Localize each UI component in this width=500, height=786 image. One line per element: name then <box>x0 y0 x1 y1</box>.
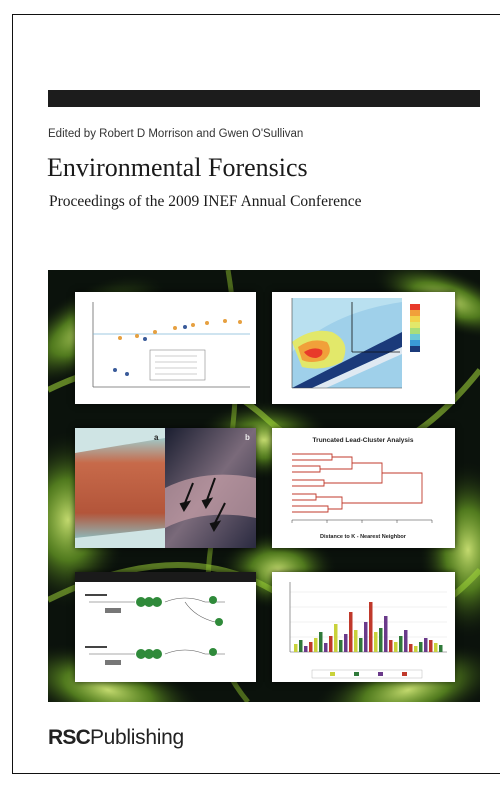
decorative-bar <box>419 642 423 652</box>
editors-line: Edited by Robert D Morrison and Gwen O'S… <box>48 128 304 140</box>
microscopy-photo: a b <box>75 428 256 548</box>
contour-map-panel <box>272 292 455 404</box>
book-title: Environmental Forensics <box>47 153 308 182</box>
decorative-bar <box>339 640 343 652</box>
scatter-plot-panel <box>75 292 256 404</box>
decorative-bar <box>384 616 388 652</box>
decorative-bar <box>299 640 303 652</box>
publisher-logo: RSCPublishing <box>48 726 184 750</box>
decorative-bar <box>364 622 368 652</box>
microscopy-photo-panel: a b <box>75 428 256 548</box>
dendrogram-panel: Truncated Lead-Cluster Analysis Distance… <box>272 428 455 548</box>
decorative-bar <box>439 645 443 652</box>
decorative-bar <box>349 612 353 652</box>
decorative-bar <box>344 634 348 652</box>
bar-chart-figure <box>289 582 447 679</box>
decorative-bar <box>379 628 383 652</box>
decorative-bar <box>294 644 298 652</box>
decorative-bar <box>424 638 428 652</box>
decorative-bar <box>319 632 323 652</box>
publisher-rsc: RSC <box>48 726 91 749</box>
photo-label-a: a <box>154 433 159 442</box>
cover-artwork: a b Truncated Lead-Cluster Analysis <box>48 270 480 702</box>
decorative-bar <box>409 644 413 652</box>
contour-map-figure <box>272 292 455 404</box>
decorative-bar <box>374 632 378 652</box>
decorative-bar <box>389 640 393 652</box>
decorative-bar <box>334 624 338 652</box>
decorative-bar <box>354 630 358 652</box>
decorative-bar <box>399 636 403 652</box>
photo-label-b: b <box>245 433 250 442</box>
dendrogram-xlabel: Distance to K - Nearest Neighbor <box>320 534 407 540</box>
decorative-bar <box>414 646 418 652</box>
decorative-bar <box>429 640 433 652</box>
flow-diagram-figure <box>75 572 256 665</box>
publisher-name: Publishing <box>89 726 184 749</box>
decorative-bar <box>369 602 373 652</box>
decorative-bar <box>359 638 363 652</box>
dendrogram-figure: Truncated Lead-Cluster Analysis Distance… <box>291 437 433 540</box>
flow-diagram-panel <box>75 572 256 682</box>
decorative-bar <box>394 642 398 652</box>
decorative-bar <box>314 638 318 652</box>
dendrogram-title: Truncated Lead-Cluster Analysis <box>313 437 414 444</box>
decorative-bar <box>404 630 408 652</box>
decorative-bar <box>329 636 333 652</box>
cover-top-bar <box>48 90 480 107</box>
decorative-bar <box>304 646 308 652</box>
decorative-bar <box>434 643 438 652</box>
book-subtitle: Proceedings of the 2009 INEF Annual Conf… <box>49 193 362 210</box>
bar-chart-panel <box>272 572 455 682</box>
scatter-plot-figure <box>92 302 250 388</box>
decorative-bar <box>309 642 313 652</box>
decorative-bar <box>324 643 328 652</box>
